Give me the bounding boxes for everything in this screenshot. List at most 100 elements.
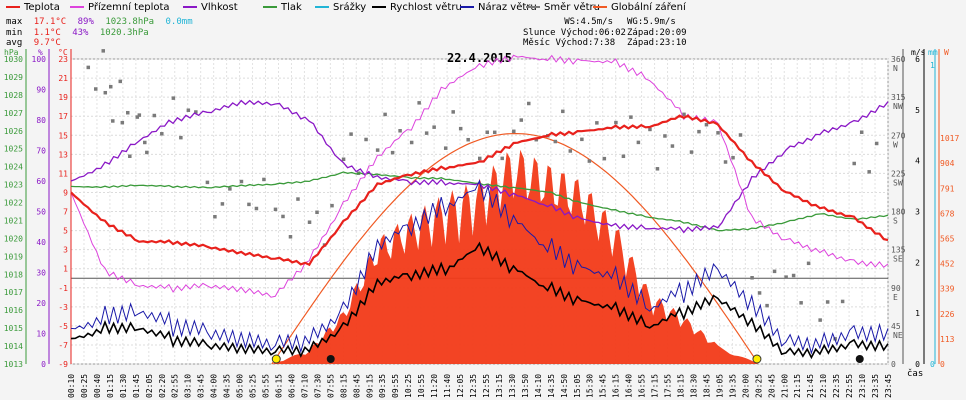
wind-dir-label: NE — [893, 331, 903, 340]
temperature-tick: 15 — [58, 131, 68, 140]
temperature-tick: 21 — [58, 74, 68, 83]
legend-item-8: Globální záření — [593, 2, 686, 13]
legend-label: Směr větru — [544, 2, 600, 13]
temperature-tick: -7 — [58, 341, 68, 350]
legend-swatch — [593, 6, 607, 8]
stats-avg-temp: 9.7°C — [33, 38, 61, 48]
wind-dir-label: N — [893, 64, 898, 73]
wind-dir-tick: 180 — [891, 208, 906, 217]
radiation-area — [271, 149, 759, 364]
wind-dir-point — [689, 150, 694, 154]
legend-swatch — [70, 6, 84, 8]
wind-dir-point — [636, 140, 641, 145]
x-tick: 16:40 — [625, 374, 634, 398]
wind-speed-tick: 3 — [915, 208, 920, 217]
humidity-tick: 30 — [36, 269, 46, 278]
wind-dir-point — [118, 79, 123, 84]
wind-dir-label: SE — [893, 255, 903, 264]
wind-dir-point — [111, 119, 115, 123]
x-tick: 22:10 — [819, 374, 828, 398]
moonset-marker — [855, 355, 864, 363]
wind-dir-point — [682, 112, 686, 117]
legend-item-3: Tlak — [263, 2, 302, 13]
humidity-unit: % — [38, 48, 43, 57]
x-tick: 22:35 — [832, 374, 841, 398]
x-tick: 23:10 — [858, 374, 867, 398]
x-tick: 01:45 — [132, 374, 141, 398]
astro-panel: WS:4.5m/s WG:5.9m/s Slunce Východ:06:02Zá… — [523, 17, 687, 49]
pressure-tick: 1016 — [4, 306, 23, 315]
wind-dir-tick: 135 — [891, 246, 906, 255]
legend-label: Vlhkost — [201, 2, 238, 13]
x-tick: 18:30 — [689, 374, 698, 398]
wind-dir-point — [307, 220, 312, 224]
wind-dir-point — [424, 131, 429, 135]
wind-dir-point — [621, 154, 626, 159]
x-tick: 03:10 — [184, 374, 193, 398]
wind-dir-point — [614, 120, 618, 125]
wind-dir-point — [602, 156, 607, 161]
stats-max-label: max — [6, 17, 23, 27]
wind-dir-point — [663, 134, 667, 138]
wind-speed-unit: m/s — [911, 48, 926, 57]
radiation-tick: 565 — [940, 234, 955, 243]
temperature-tick: -1 — [58, 284, 68, 293]
x-tick: 07:10 — [300, 374, 309, 398]
wind-dir-point — [561, 109, 565, 114]
x-tick: 14:50 — [560, 374, 569, 398]
stats-max-hum: 89% — [77, 17, 94, 27]
wind-dir-point — [500, 156, 504, 161]
sunset-marker — [752, 354, 762, 364]
humidity-tick: 70 — [36, 147, 46, 156]
pressure-tick: 1024 — [4, 163, 23, 172]
wind-speed-tick: 6 — [915, 55, 920, 64]
legend-item-2: Vlhkost — [183, 2, 238, 13]
wind-speed-tick: 1 — [915, 309, 920, 318]
wind-dir-point — [137, 113, 142, 117]
wind-dir-point — [852, 161, 856, 166]
x-tick: 01:15 — [106, 374, 115, 398]
wind-dir-point — [859, 130, 864, 134]
rain-tick: 1 — [930, 61, 935, 70]
wind-gust-stat: WG:5.9m/s — [627, 17, 676, 27]
legend-item-5: Rychlost větru — [372, 2, 462, 13]
wind-dir-point — [818, 318, 822, 322]
x-tick: 11:40 — [443, 374, 452, 398]
x-tick: 09:55 — [391, 374, 400, 398]
pressure-tick: 1030 — [4, 55, 23, 64]
wind-dir-point — [697, 129, 701, 134]
pressure-tick: 1019 — [4, 252, 23, 261]
rain-tick: 0 — [930, 360, 935, 369]
x-tick: 06:15 — [274, 374, 283, 398]
wind-dir-point — [648, 127, 652, 132]
wind-dir-point — [629, 115, 633, 119]
legend-label: Přízemní teplota — [88, 2, 170, 13]
temperature-tick: 1 — [63, 265, 68, 274]
wind-dir-point — [145, 150, 149, 155]
x-tick: 00:25 — [80, 374, 89, 398]
wind-dir-point — [784, 275, 788, 279]
series-wind-speed — [70, 241, 889, 360]
legend-label: Náraz větru — [478, 2, 537, 13]
wind-dir-point — [840, 299, 845, 304]
pressure-tick: 1013 — [4, 360, 23, 369]
temperature-tick: -5 — [58, 322, 68, 331]
x-tick: 10:25 — [404, 374, 413, 398]
legend-item-0: Teplota — [6, 2, 60, 13]
wind-dir-point — [143, 140, 147, 145]
pressure-tick: 1026 — [4, 127, 23, 136]
legend-swatch — [183, 6, 197, 8]
series-ground-temperature — [70, 54, 889, 298]
x-tick: 05:00 — [236, 374, 245, 398]
wind-dir-point — [120, 120, 125, 125]
wind-speed-tick: 2 — [915, 258, 920, 267]
humidity-tick: 50 — [36, 208, 46, 217]
legend-swatch — [315, 6, 329, 8]
wind-dir-point — [458, 126, 463, 131]
legend-swatch — [460, 6, 474, 8]
wind-dir-point — [750, 276, 754, 280]
sun-rise: Slunce Východ:06:02 — [523, 27, 626, 38]
pressure-tick: 1021 — [4, 216, 23, 225]
wind-dir-point — [432, 125, 436, 129]
